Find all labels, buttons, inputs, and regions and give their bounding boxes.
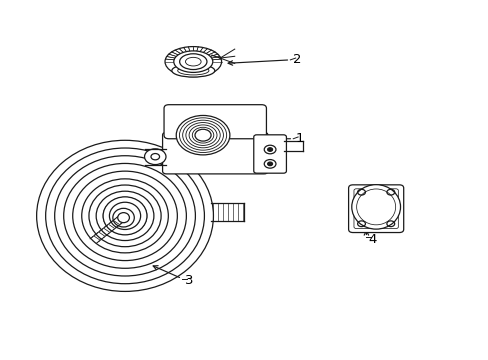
Text: 4: 4 — [368, 233, 376, 246]
Circle shape — [267, 148, 272, 151]
Ellipse shape — [113, 208, 134, 227]
Ellipse shape — [109, 202, 141, 229]
Ellipse shape — [171, 64, 214, 77]
FancyBboxPatch shape — [253, 135, 286, 173]
Ellipse shape — [195, 129, 211, 141]
Ellipse shape — [351, 185, 400, 229]
Ellipse shape — [37, 140, 213, 292]
Ellipse shape — [179, 54, 206, 69]
Ellipse shape — [103, 197, 147, 235]
Circle shape — [267, 162, 272, 166]
Text: 3: 3 — [184, 274, 193, 287]
Text: 1: 1 — [295, 132, 304, 145]
Ellipse shape — [118, 213, 129, 223]
Ellipse shape — [164, 46, 221, 77]
FancyBboxPatch shape — [163, 105, 266, 139]
Ellipse shape — [173, 51, 212, 72]
FancyBboxPatch shape — [348, 185, 403, 233]
Text: 2: 2 — [293, 53, 301, 66]
Ellipse shape — [144, 149, 165, 165]
Ellipse shape — [151, 153, 159, 160]
FancyBboxPatch shape — [162, 132, 267, 174]
Ellipse shape — [176, 116, 229, 155]
